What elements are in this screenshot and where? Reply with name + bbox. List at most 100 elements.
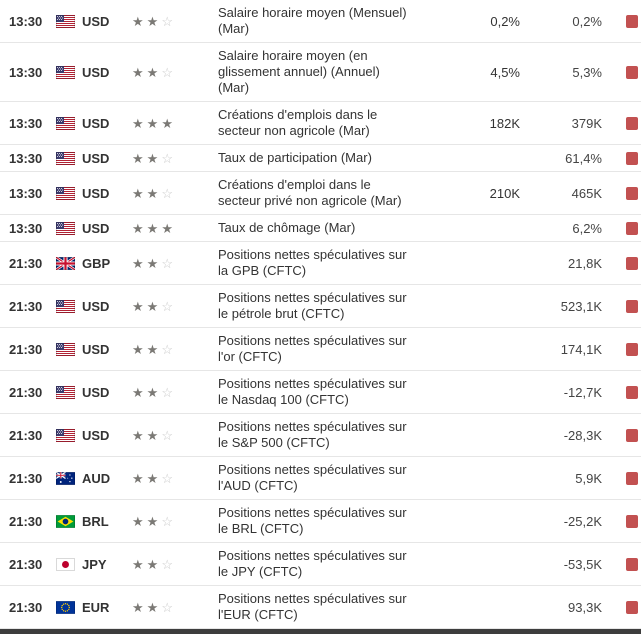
currency-code: USD bbox=[82, 115, 110, 131]
event-cell: Créations d'emploi dans le secteur privé… bbox=[218, 177, 411, 209]
star-filled-icon: ★ bbox=[132, 470, 144, 486]
star-filled-icon: ★ bbox=[132, 513, 144, 529]
alert-icon[interactable] bbox=[626, 116, 638, 130]
event-time: 21:30 bbox=[9, 384, 43, 400]
star-filled-icon: ★ bbox=[132, 185, 144, 201]
currency-cell: AUD bbox=[56, 471, 132, 486]
currency-code: EUR bbox=[82, 599, 110, 615]
event-time: 21:30 bbox=[9, 427, 43, 443]
calendar-row: 21:30 USD ★ ★ ☆ Positions nettes spéculati… bbox=[0, 285, 641, 328]
event-link[interactable]: Créations d'emploi dans le secteur privé… bbox=[218, 177, 402, 208]
event-cell: Positions nettes spéculatives sur la GPB… bbox=[218, 247, 411, 279]
alert-icon[interactable] bbox=[626, 65, 638, 79]
previous-value: 379K bbox=[571, 115, 602, 131]
alert-icon[interactable] bbox=[626, 514, 638, 528]
currency-code: USD bbox=[82, 150, 110, 166]
event-link[interactable]: Positions nettes spéculatives sur l'AUD … bbox=[218, 462, 407, 493]
alert-icon[interactable] bbox=[626, 342, 638, 356]
star-filled-icon: ★ bbox=[146, 384, 159, 400]
alert-icon[interactable] bbox=[626, 428, 638, 442]
star-empty-icon: ☆ bbox=[161, 64, 173, 80]
currency-cell: USD bbox=[56, 221, 132, 236]
alert-cell bbox=[602, 299, 641, 313]
event-link[interactable]: Positions nettes spéculatives sur l'or (… bbox=[218, 333, 407, 364]
star-filled-icon: ★ bbox=[132, 341, 144, 357]
event-link[interactable]: Positions nettes spéculatives sur le S&P… bbox=[218, 419, 407, 450]
event-cell: Positions nettes spéculatives sur l'or (… bbox=[218, 333, 411, 365]
event-link[interactable]: Positions nettes spéculatives sur le Nas… bbox=[218, 376, 407, 407]
alert-icon[interactable] bbox=[626, 471, 638, 485]
alert-icon[interactable] bbox=[626, 151, 638, 165]
previous-value: 5,9K bbox=[575, 470, 602, 486]
alert-icon[interactable] bbox=[626, 600, 638, 614]
flag-us-icon bbox=[56, 151, 75, 165]
flag-us-icon bbox=[56, 299, 75, 313]
alert-cell bbox=[602, 221, 641, 235]
star-filled-icon: ★ bbox=[146, 298, 159, 314]
star-filled-icon: ★ bbox=[146, 513, 159, 529]
importance-stars: ★ ★ ☆ bbox=[132, 472, 218, 485]
event-cell: Positions nettes spéculatives sur le pét… bbox=[218, 290, 411, 322]
event-link[interactable]: Positions nettes spéculatives sur le pét… bbox=[218, 290, 407, 321]
currency-code: USD bbox=[82, 64, 110, 80]
alert-icon[interactable] bbox=[626, 221, 638, 235]
calendar-row: 21:30 AUD ★ ★ ☆ Positions nettes spéculati… bbox=[0, 457, 641, 500]
currency-cell: USD bbox=[56, 342, 132, 357]
star-filled-icon: ★ bbox=[146, 115, 159, 131]
previous-value: 21,8K bbox=[568, 255, 602, 271]
previous-value: 6,2% bbox=[572, 220, 602, 236]
previous-value: -53,5K bbox=[563, 556, 602, 572]
alert-cell bbox=[602, 600, 641, 614]
event-link[interactable]: Positions nettes spéculatives sur la GPB… bbox=[218, 247, 407, 278]
star-empty-icon: ☆ bbox=[161, 599, 173, 615]
forecast-value: 4,5% bbox=[490, 64, 520, 80]
star-filled-icon: ★ bbox=[146, 341, 159, 357]
flag-eu-icon bbox=[56, 600, 75, 614]
event-link[interactable]: Créations d'emplois dans le secteur non … bbox=[218, 107, 378, 138]
calendar-row: 13:30 USD ★ ★ ★ Créations d'emplois dans l… bbox=[0, 102, 641, 145]
alert-icon[interactable] bbox=[626, 14, 638, 28]
event-link[interactable]: Salaire horaire moyen (Mensuel) (Mar) bbox=[218, 5, 407, 36]
currency-cell: EUR bbox=[56, 600, 132, 615]
calendar-row: 21:30 USD ★ ★ ☆ Positions nettes spéculati… bbox=[0, 371, 641, 414]
previous-value: 0,2% bbox=[572, 13, 602, 29]
calendar-row: 21:30 EUR ★ ★ ☆ Positions nettes spéculati… bbox=[0, 586, 641, 629]
importance-stars: ★ ★ ☆ bbox=[132, 66, 218, 79]
calendar-row: 21:30 USD ★ ★ ☆ Positions nettes spéculati… bbox=[0, 414, 641, 457]
event-cell: Salaire horaire moyen (Mensuel) (Mar) bbox=[218, 5, 411, 37]
currency-code: USD bbox=[82, 427, 110, 443]
alert-icon[interactable] bbox=[626, 186, 638, 200]
currency-cell: USD bbox=[56, 116, 132, 131]
alert-cell bbox=[602, 14, 641, 28]
event-link[interactable]: Taux de participation (Mar) bbox=[218, 150, 372, 165]
previous-value: 61,4% bbox=[565, 150, 602, 166]
event-time: 13:30 bbox=[9, 115, 43, 131]
previous-value: -12,7K bbox=[563, 384, 602, 400]
flag-us-icon bbox=[56, 428, 75, 442]
event-time: 13:30 bbox=[9, 64, 43, 80]
event-link[interactable]: Taux de chômage (Mar) bbox=[218, 220, 356, 235]
importance-stars: ★ ★ ★ bbox=[132, 117, 218, 130]
event-cell: Positions nettes spéculatives sur le S&P… bbox=[218, 419, 411, 451]
alert-icon[interactable] bbox=[626, 385, 638, 399]
importance-stars: ★ ★ ☆ bbox=[132, 152, 218, 165]
event-cell: Positions nettes spéculatives sur l'AUD … bbox=[218, 462, 411, 494]
flag-us-icon bbox=[56, 342, 75, 356]
currency-cell: USD bbox=[56, 14, 132, 29]
alert-icon[interactable] bbox=[626, 557, 638, 571]
star-empty-icon: ☆ bbox=[161, 13, 173, 29]
currency-code: BRL bbox=[82, 513, 109, 529]
alert-icon[interactable] bbox=[626, 299, 638, 313]
event-link[interactable]: Positions nettes spéculatives sur le JPY… bbox=[218, 548, 407, 579]
event-link[interactable]: Positions nettes spéculatives sur l'EUR … bbox=[218, 591, 407, 622]
calendar-row: 21:30 JPY ★ ★ ☆ Positions nettes spéculati… bbox=[0, 543, 641, 586]
alert-icon[interactable] bbox=[626, 256, 638, 270]
star-filled-icon: ★ bbox=[132, 255, 144, 271]
calendar-row: 21:30 BRL ★ ★ ☆ Positions nettes spéculati… bbox=[0, 500, 641, 543]
forecast-value: 0,2% bbox=[490, 13, 520, 29]
star-filled-icon: ★ bbox=[146, 599, 159, 615]
event-link[interactable]: Salaire horaire moyen (en glissement ann… bbox=[218, 48, 380, 95]
calendar-row: 13:30 USD ★ ★ ★ Taux de chômage (Mar) 6,2% bbox=[0, 215, 641, 242]
event-link[interactable]: Positions nettes spéculatives sur le BRL… bbox=[218, 505, 407, 536]
